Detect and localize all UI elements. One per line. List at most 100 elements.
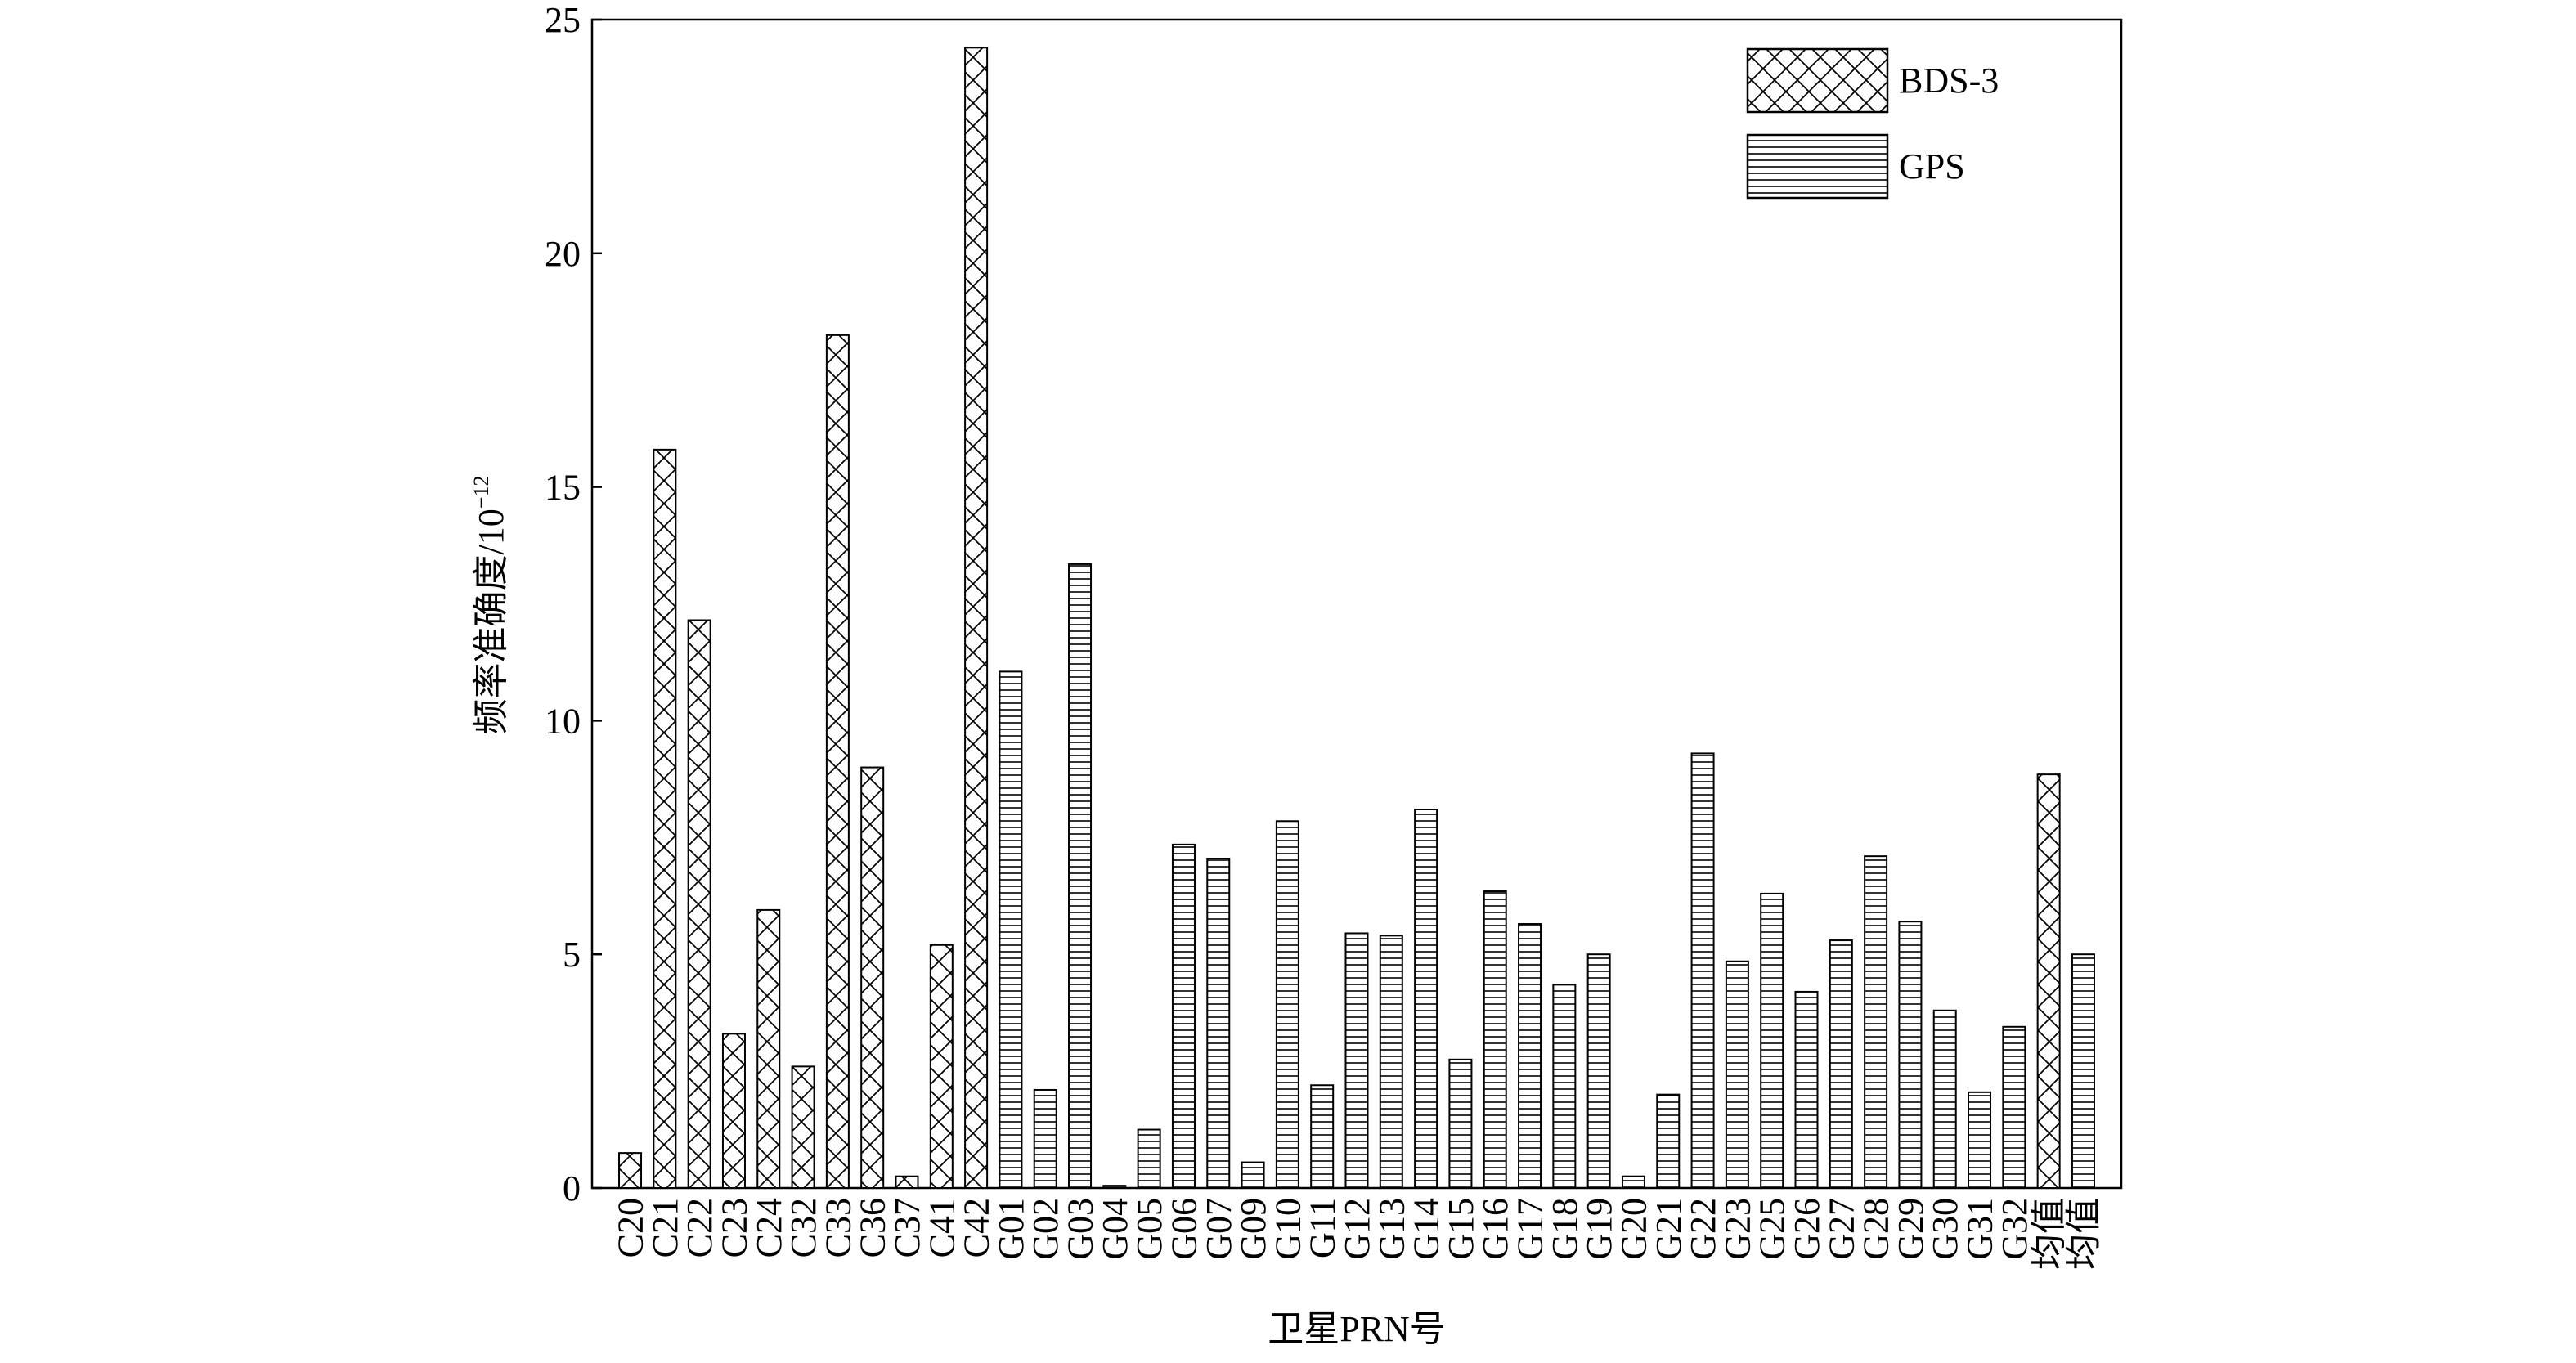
legend-swatch [1746,133,1889,200]
x-tick-label: G27 [1821,1198,1861,1260]
x-tick-label: C23 [714,1198,754,1258]
bar [687,619,711,1189]
x-tick-label: G29 [1891,1198,1931,1260]
x-tick-label: G22 [1683,1198,1723,1260]
bar [1310,1084,1335,1190]
bar [653,448,677,1189]
legend-label: BDS-3 [1899,61,1999,101]
y-axis-label-exponent: −12 [469,476,493,509]
bar [1656,1093,1681,1190]
legend-swatch [1746,47,1889,114]
x-tick-label: C24 [749,1198,789,1258]
y-tick-label: 0 [563,1168,581,1208]
bar [964,47,989,1189]
bar [1794,990,1819,1189]
bar [1864,855,1888,1189]
bar [1033,1088,1057,1189]
x-tick-label: G30 [1925,1198,1965,1260]
bar [1586,953,1611,1189]
y-axis-label-text: 频率准确度/10 [471,509,511,734]
x-tick-label: G03 [1061,1198,1101,1260]
x-tick-label: C42 [957,1198,997,1258]
x-tick-label: G16 [1475,1198,1515,1260]
x-tick-label: C21 [645,1198,685,1258]
bar [1760,892,1784,1189]
bar [929,944,954,1189]
y-tick-label: 10 [545,701,581,741]
x-tick-label: G05 [1129,1198,1169,1260]
bar [999,670,1023,1189]
bar [1137,1128,1161,1190]
bar [1898,921,1923,1189]
x-tick-label: G04 [1095,1198,1135,1260]
x-tick-label: G14 [1407,1198,1447,1260]
x-tick-label: G17 [1510,1198,1551,1260]
x-axis-label: 卫星PRN号 [1268,1309,1446,1349]
x-tick-label: C36 [853,1198,893,1258]
bar [1483,890,1507,1190]
x-tick-label: C22 [680,1198,720,1258]
bar [1379,935,1403,1190]
x-tick-label: G12 [1337,1198,1377,1260]
x-tick-label: G13 [1371,1198,1411,1260]
bar [1690,752,1715,1189]
bar [618,1152,643,1190]
bar [1241,1161,1265,1190]
bar [1206,858,1231,1189]
x-tick-label: G09 [1233,1198,1273,1260]
bar [2071,953,2095,1189]
x-tick-label: G20 [1613,1198,1654,1260]
bar [1275,820,1299,1189]
bar [1414,809,1438,1190]
bar [2036,773,2061,1189]
x-tick-label: G18 [1545,1198,1585,1260]
x-tick-label: G15 [1441,1198,1481,1260]
x-tick-label: G07 [1199,1198,1239,1260]
bar [1171,843,1196,1190]
bar [1725,960,1749,1190]
bar [1448,1058,1473,1190]
x-tick-label: G21 [1649,1198,1689,1260]
y-tick-label: 25 [545,0,581,40]
x-tick-label: G23 [1717,1198,1757,1260]
x-tick-label: G01 [991,1198,1031,1260]
bar [756,908,781,1189]
x-tick-label: 均值 [2063,1198,2103,1270]
x-tick-label: G19 [1579,1198,1619,1260]
bar [1068,563,1093,1189]
bar [1102,1185,1127,1189]
x-tick-label: C41 [922,1198,962,1258]
bar [1518,923,1542,1190]
bar [1621,1175,1645,1189]
x-tick-label: G06 [1164,1198,1204,1260]
x-tick-label: G10 [1268,1198,1308,1260]
bar [895,1175,919,1189]
x-tick-label: C33 [818,1198,858,1258]
x-tick-label: 均值 [2029,1198,2069,1270]
bar [721,1033,746,1189]
x-tick-label: C37 [887,1198,927,1258]
x-tick-label: G11 [1303,1198,1343,1258]
x-tick-label: G25 [1752,1198,1793,1260]
bar [2002,1025,2026,1189]
x-tick-label: C32 [783,1198,824,1258]
bar [825,334,850,1190]
x-tick-label: G31 [1960,1198,2000,1260]
legend-label: GPS [1899,146,1965,186]
x-tick-label: G28 [1856,1198,1896,1260]
y-tick-label: 20 [545,234,581,274]
bar [1344,932,1369,1190]
bar [1552,984,1577,1189]
bar [860,766,885,1189]
bar [1829,939,1853,1189]
x-tick-label: C20 [611,1198,651,1258]
bar [1932,1009,1957,1189]
y-tick-label: 5 [563,935,581,975]
bar [791,1065,815,1190]
y-tick-label: 15 [545,468,581,508]
x-tick-label: G02 [1025,1198,1066,1260]
y-axis-label: 频率准确度/10−12 [469,476,511,735]
x-tick-label: G32 [1995,1198,2035,1260]
x-tick-label: G26 [1787,1198,1827,1260]
